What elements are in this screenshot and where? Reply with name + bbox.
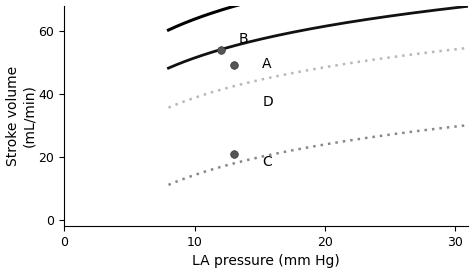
Text: A: A [263,57,272,71]
Text: C: C [263,155,272,169]
Text: B: B [239,32,248,46]
X-axis label: LA pressure (mm Hg): LA pressure (mm Hg) [192,255,340,269]
Text: D: D [263,95,273,109]
Y-axis label: Stroke volume
(mL/min): Stroke volume (mL/min) [6,66,36,166]
